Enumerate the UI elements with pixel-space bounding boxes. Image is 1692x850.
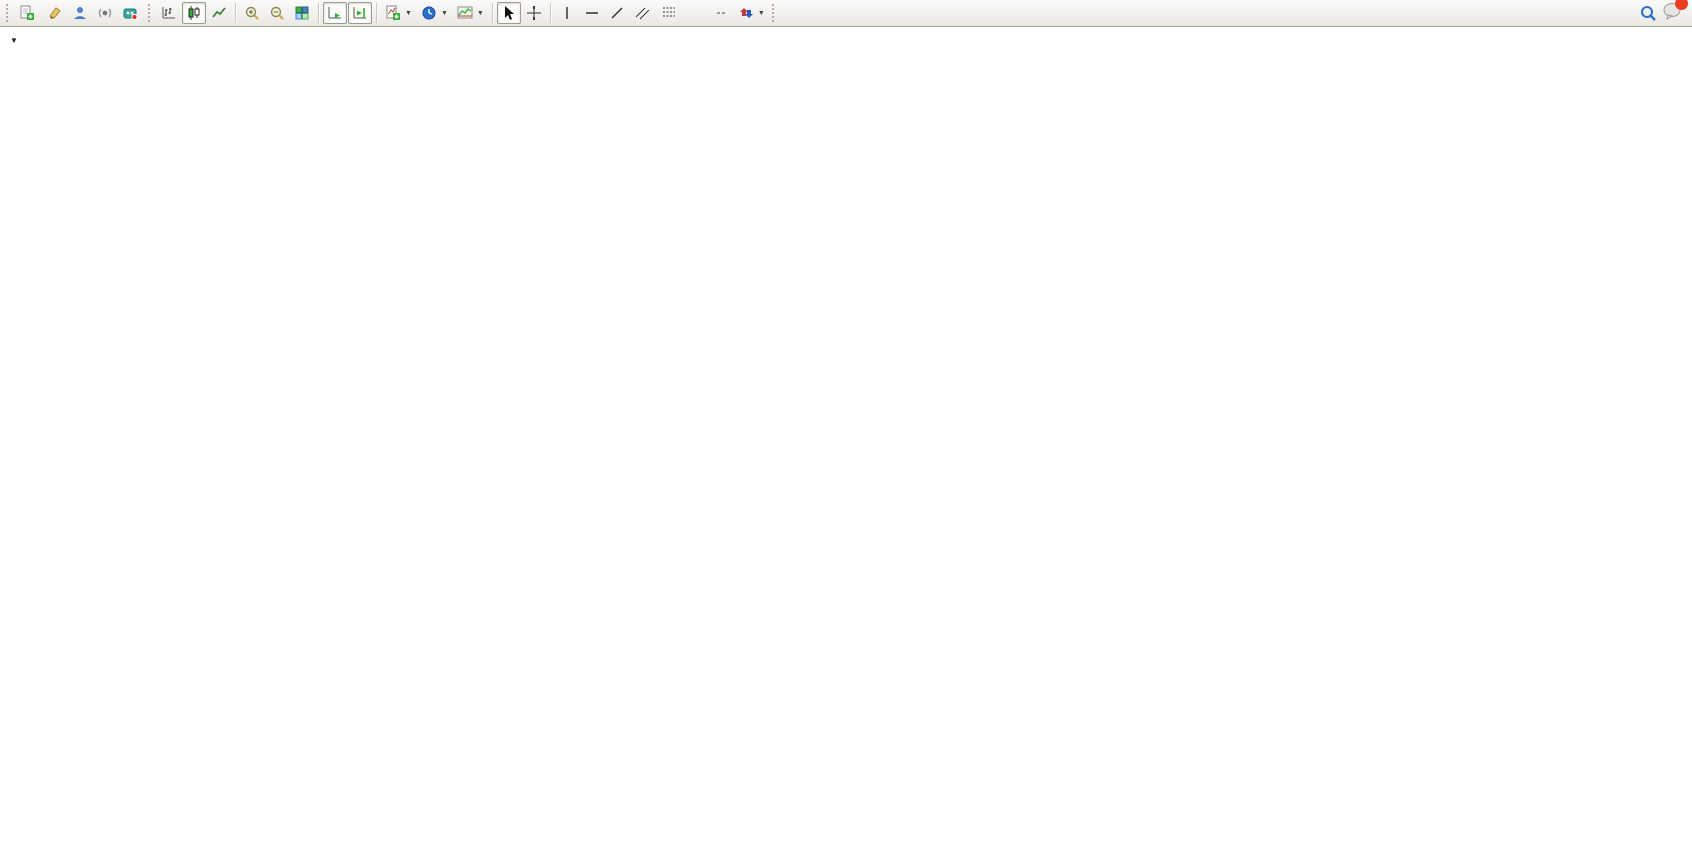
indicators-icon xyxy=(385,5,401,21)
cursor-button[interactable] xyxy=(496,2,521,24)
chart-title: ▼ xyxy=(10,35,28,47)
line-chart-icon xyxy=(211,5,227,21)
trendline-icon xyxy=(609,5,625,21)
zoom-out-icon xyxy=(269,5,285,21)
toolbar-drag-handle[interactable] xyxy=(148,4,152,22)
text-label-button[interactable] xyxy=(709,2,733,24)
horizontal-line-button[interactable] xyxy=(580,2,604,24)
text-label-icon xyxy=(716,12,725,14)
chat-button[interactable] xyxy=(1662,0,1688,25)
profile-button[interactable] xyxy=(68,2,92,24)
chart-shift-button[interactable] xyxy=(348,2,372,24)
broadcast-icon xyxy=(97,5,113,21)
templates-icon xyxy=(457,5,473,21)
auto-scroll-button[interactable] xyxy=(323,2,347,24)
fibonacci-button[interactable] xyxy=(657,2,683,24)
channel-icon xyxy=(634,5,652,21)
templates-button[interactable]: ▼ xyxy=(453,2,488,24)
chevron-down-icon: ▼ xyxy=(476,9,484,17)
search-button[interactable] xyxy=(1635,2,1661,24)
notification-badge xyxy=(1675,0,1688,10)
cursor-icon xyxy=(501,5,517,21)
tile-windows-button[interactable] xyxy=(290,2,314,24)
periods-button[interactable]: ▼ xyxy=(417,2,452,24)
styles-button[interactable] xyxy=(43,2,67,24)
broadcast-button[interactable] xyxy=(93,2,117,24)
brush-icon xyxy=(47,5,63,21)
bar-chart-button[interactable] xyxy=(157,2,181,24)
search-icon xyxy=(1639,4,1657,22)
chart-collapse-icon[interactable]: ▼ xyxy=(10,36,18,45)
indicators-button[interactable]: ▼ xyxy=(381,2,416,24)
crosshair-icon xyxy=(526,5,542,21)
new-order-icon xyxy=(19,5,35,21)
candlestick-chart-button[interactable] xyxy=(182,2,206,24)
zoom-out-button[interactable] xyxy=(265,2,289,24)
text-button[interactable] xyxy=(684,2,708,24)
chart-shift-icon xyxy=(352,5,368,21)
arrows-icon xyxy=(738,5,754,21)
trendline-button[interactable] xyxy=(605,2,629,24)
horizontal-line-icon xyxy=(584,5,600,21)
zoom-in-icon xyxy=(244,5,260,21)
crosshair-button[interactable] xyxy=(522,2,546,24)
profile-icon xyxy=(72,5,88,21)
autotrading-button[interactable] xyxy=(118,2,145,24)
autotrading-icon xyxy=(122,5,138,21)
fibonacci-icon xyxy=(661,5,679,21)
main-toolbar: ▼ ▼ ▼ ▼ xyxy=(0,0,1692,27)
new-order-button[interactable] xyxy=(15,2,42,24)
chevron-down-icon: ▼ xyxy=(405,9,412,17)
channel-button[interactable] xyxy=(630,2,656,24)
auto-scroll-icon xyxy=(327,5,343,21)
periods-icon xyxy=(421,5,437,21)
candlestick-chart-icon xyxy=(186,5,202,21)
toolbar-drag-handle[interactable] xyxy=(771,4,776,22)
chevron-down-icon: ▼ xyxy=(757,9,765,17)
vertical-line-icon xyxy=(560,5,574,21)
tile-windows-icon xyxy=(294,5,310,21)
chevron-down-icon: ▼ xyxy=(440,9,448,17)
vertical-line-button[interactable] xyxy=(555,2,579,24)
bar-chart-icon xyxy=(161,5,177,21)
arrows-button[interactable]: ▼ xyxy=(734,2,769,24)
zoom-in-button[interactable] xyxy=(240,2,264,24)
toolbar-drag-handle[interactable] xyxy=(6,4,10,22)
line-chart-button[interactable] xyxy=(207,2,231,24)
